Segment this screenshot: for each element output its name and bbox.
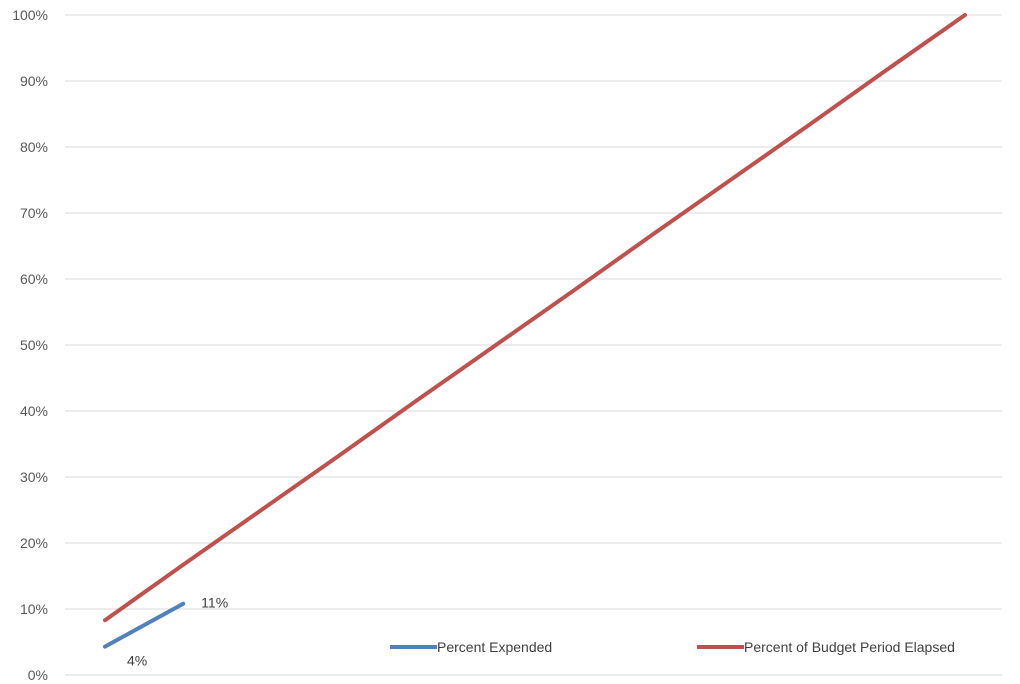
y-tick-label: 10% [20,601,48,617]
series-line-percent-budget-period-elapsed [105,15,965,620]
series-lines [105,15,965,647]
y-tick-label: 0% [28,667,48,683]
y-tick-label: 30% [20,469,48,485]
y-tick-label: 90% [20,73,48,89]
legend-label: Percent of Budget Period Elapsed [744,639,955,655]
data-label: 4% [127,653,147,669]
legend-label: Percent Expended [437,639,552,655]
y-tick-label: 100% [12,7,48,23]
legend: Percent Expended Percent of Budget Period… [390,639,955,655]
data-label: 11% [201,595,228,611]
y-tick-label: 70% [20,205,48,221]
y-tick-label: 80% [20,139,48,155]
y-tick-label: 20% [20,535,48,551]
gridlines [65,15,1002,675]
y-axis-tick-labels: 0% 10% 20% 30% 40% 50% 60% 70% 80% 90% 100% [12,7,48,683]
y-tick-label: 50% [20,337,48,353]
y-tick-label: 40% [20,403,48,419]
y-tick-label: 60% [20,271,48,287]
